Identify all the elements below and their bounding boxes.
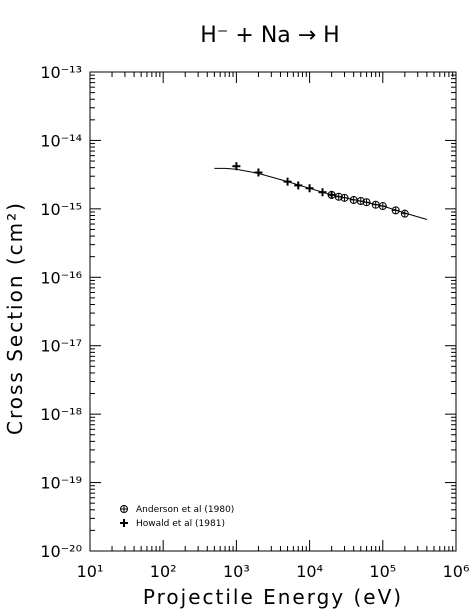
x-tick-label: 10² [150, 562, 177, 581]
anderson-point [362, 198, 371, 207]
howald-point [305, 184, 314, 193]
y-tick-label: 10⁻¹⁸ [40, 405, 82, 424]
y-axis-label: Cross Section (cm²) [3, 201, 27, 435]
y-tick-label: 10⁻¹⁴ [40, 131, 82, 150]
legend-marker [120, 505, 128, 513]
x-tick-label: 10³ [223, 562, 250, 581]
x-tick-label: 10⁵ [369, 562, 396, 581]
anderson-point [378, 202, 387, 211]
anderson-point [371, 200, 380, 209]
fit-curve [214, 167, 428, 220]
howald-point [232, 162, 241, 171]
x-tick-label: 10⁴ [296, 562, 323, 581]
anderson-point [334, 192, 343, 201]
howald-point [294, 181, 303, 190]
y-tick-label: 10⁻¹⁵ [40, 200, 82, 219]
legend-label: Anderson et al (1980) [136, 505, 234, 515]
y-tick-label: 10⁻¹⁶ [40, 268, 82, 287]
legend-label: Howald et al (1981) [136, 519, 225, 529]
fit-line [214, 167, 428, 220]
plot-frame [89, 71, 457, 552]
y-tick-label: 10⁻¹⁷ [40, 337, 82, 356]
howald-point [283, 177, 292, 186]
legend-marker [120, 519, 128, 527]
anderson-point [340, 193, 349, 202]
axis-ticks [89, 71, 457, 552]
x-axis-label: Projectile Energy (eV) [143, 585, 403, 609]
howald-point [318, 188, 327, 197]
x-tick-label: 10¹ [77, 562, 104, 581]
axis-tick-labels: 10¹ 10² 10³ 10⁴ 10⁵ 10⁶ 10⁻²⁰ 10⁻¹⁹ 10⁻¹⁸ 10⁻¹⁷ 10… [40, 63, 469, 581]
anderson-point [349, 195, 358, 204]
legend: Anderson et al (1980) Howald et al (1981) [120, 505, 234, 529]
howald-point [254, 168, 263, 177]
anderson-point [391, 206, 400, 215]
chart-title: H⁻ + Na → H [200, 23, 339, 48]
howald-point [327, 190, 336, 199]
y-tick-label: 10⁻²⁰ [40, 542, 82, 561]
y-tick-label: 10⁻¹⁹ [40, 474, 82, 493]
anderson-point [400, 209, 409, 218]
x-tick-label: 10⁶ [443, 562, 470, 581]
data-points [232, 162, 409, 218]
y-tick-label: 10⁻¹³ [40, 63, 82, 82]
